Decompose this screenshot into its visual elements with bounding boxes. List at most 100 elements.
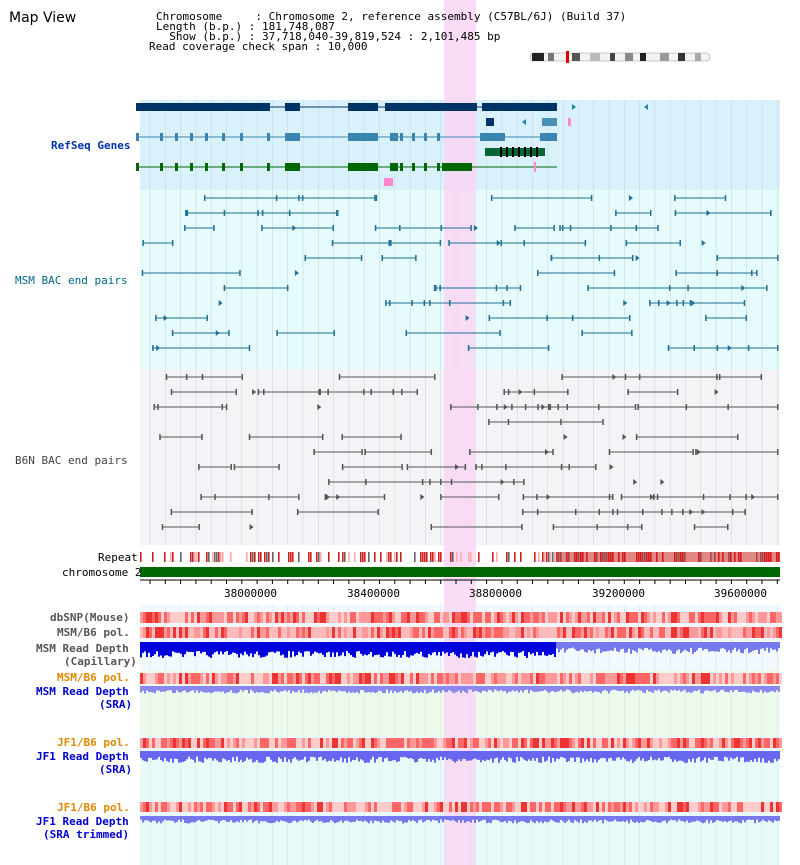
msm-depth-capillary-bar bbox=[714, 642, 716, 652]
dbsnp-cell bbox=[266, 612, 269, 623]
msm-b6-pol-cell bbox=[206, 627, 209, 638]
msm-depth-capillary-bar bbox=[520, 642, 522, 653]
msm-b6-pol-sra-cell bbox=[467, 673, 470, 684]
jf1-depth-trim-bar bbox=[142, 816, 144, 823]
msm-b6-pol-cell bbox=[599, 627, 602, 638]
jf1-depth-trim-bar bbox=[394, 816, 396, 823]
msm-b6-pol-sra-cell bbox=[314, 673, 317, 684]
jf1-depth-trim-bar bbox=[556, 816, 558, 823]
msm-b6-pol-cell bbox=[608, 627, 611, 638]
msm-depth-sra-bar bbox=[316, 686, 318, 693]
jf1-b6-pol-cell bbox=[500, 738, 503, 748]
b6n-pair-end bbox=[185, 374, 188, 380]
jf1-depth-trim-bar bbox=[352, 816, 354, 822]
b6n-pair-end bbox=[233, 464, 236, 470]
msm-depth-sra-bar bbox=[350, 686, 352, 693]
msm-depth-capillary-bar bbox=[588, 642, 590, 650]
msm-b6-pol-cell bbox=[623, 627, 626, 638]
msm-depth-sra-bar bbox=[240, 686, 242, 690]
refseq-gene-track[interactable] bbox=[136, 103, 648, 186]
jf1-b6-pol-cell bbox=[350, 738, 353, 748]
msm-b6-pol-cell bbox=[740, 627, 743, 638]
msm-b6-pol-sra-cell bbox=[524, 673, 527, 684]
exon bbox=[390, 133, 398, 141]
jf1-depth-trim-bar bbox=[320, 816, 322, 822]
jf1-b6-pol-trim-cell bbox=[407, 802, 410, 812]
jf1-b6-pol-cell bbox=[449, 738, 452, 748]
msm-b6-pol-sra-cell bbox=[626, 673, 629, 684]
msm-depth-sra-bar bbox=[506, 686, 508, 694]
jf1-depth-trim-bar bbox=[292, 816, 294, 822]
jf1-depth-sra-bar bbox=[616, 751, 618, 758]
msm-b6-pol-sra-cell bbox=[716, 673, 719, 684]
msm-bac-track[interactable] bbox=[141, 195, 779, 351]
jf1-depth-trim-bar bbox=[198, 816, 200, 820]
msm-depth-sra-bar bbox=[660, 686, 662, 693]
msm-b6-pol-sra-cell bbox=[161, 673, 164, 684]
msm-b6-pol-cell bbox=[404, 627, 407, 638]
msm-b6-pol-cell bbox=[692, 627, 695, 638]
jf1-b6-pol-trim-cell bbox=[662, 802, 665, 812]
msm-depth-capillary-bar bbox=[540, 642, 542, 656]
dbsnp-cell bbox=[386, 612, 389, 623]
jf1-depth-sra-bar bbox=[738, 751, 740, 762]
msm-b6-pol-cell bbox=[329, 627, 332, 638]
jf1-depth-sra-bar bbox=[408, 751, 410, 759]
msm-depth-sra-bar bbox=[190, 686, 192, 691]
msm-pair-end bbox=[470, 225, 472, 231]
jf1-depth-sra-bar bbox=[356, 751, 358, 758]
msm-b6-pol-sra-cell bbox=[545, 673, 548, 684]
msm-depth-capillary-bar bbox=[436, 642, 438, 656]
jf1-b6-pol-cell bbox=[245, 738, 248, 748]
track-label-msm-bac[interactable]: MSM BAC end pairs bbox=[15, 274, 128, 287]
jf1-b6-pol-cell bbox=[347, 738, 350, 748]
msm-depth-sra-bar bbox=[482, 686, 484, 691]
track-label-msm-depth-sra-sub: (SRA) bbox=[99, 698, 133, 711]
dbsnp-cell bbox=[164, 612, 167, 623]
msm-b6-pol-sra-cell bbox=[245, 673, 248, 684]
track-label-b6n-bac[interactable]: B6N BAC end pairs bbox=[15, 454, 128, 467]
jf1-b6-pol-trim-cell bbox=[245, 802, 248, 812]
jf1-depth-trim-bar bbox=[188, 816, 190, 824]
msm-b6-pol-sra-cell bbox=[536, 673, 539, 684]
b6n-pair-arrow bbox=[714, 389, 719, 395]
msm-b6-pol-sra-cell bbox=[401, 673, 404, 684]
msm-b6-pol-cell bbox=[227, 627, 230, 638]
jf1-b6-pol-trim-cell bbox=[479, 802, 482, 812]
msm-depth-capillary-bar bbox=[190, 642, 192, 652]
msm-b6-pol-cell bbox=[359, 627, 362, 638]
msm-b6-pol-sra-cell bbox=[389, 673, 392, 684]
jf1-b6-pol-cell bbox=[308, 738, 311, 748]
dbsnp-cell bbox=[656, 612, 659, 623]
jf1-b6-pol-cell bbox=[725, 738, 728, 748]
chromosome-ideogram[interactable] bbox=[529, 51, 711, 63]
jf1-depth-sra-bar bbox=[582, 751, 584, 759]
dbsnp-cell bbox=[380, 612, 383, 623]
msm-b6-pol-cell bbox=[386, 627, 389, 638]
jf1-depth-sra-bar bbox=[344, 751, 346, 759]
jf1-b6-pol-trim-cell bbox=[710, 802, 713, 812]
dbsnp-cell bbox=[644, 612, 647, 623]
repeat-mark bbox=[492, 552, 494, 562]
msm-depth-capillary-bar bbox=[518, 642, 520, 653]
msm-depth-sra-bar bbox=[594, 686, 596, 692]
msm-depth-sra-bar bbox=[140, 686, 142, 693]
jf1-b6-pol-trim-cell bbox=[362, 802, 365, 812]
msm-b6-pol-cell bbox=[440, 627, 443, 638]
jf1-b6-pol-trim-cell bbox=[254, 802, 257, 812]
msm-pair-end bbox=[142, 240, 144, 246]
jf1-b6-pol-cell bbox=[368, 738, 371, 748]
track-label-refseq[interactable]: RefSeq Genes bbox=[51, 139, 131, 152]
msm-b6-pol-cell bbox=[503, 627, 506, 638]
jf1-depth-sra-bar bbox=[332, 751, 334, 759]
jf1-depth-sra-bar bbox=[492, 751, 494, 763]
track-label-chromosome: chromosome 2 bbox=[62, 566, 142, 579]
msm-depth-sra-bar bbox=[342, 686, 344, 692]
b6n-pair-end bbox=[635, 434, 638, 440]
b6n-bac-track[interactable] bbox=[153, 374, 779, 530]
jf1-depth-sra-bar bbox=[148, 751, 150, 758]
jf1-depth-sra-bar bbox=[708, 751, 710, 759]
msm-depth-sra-bar bbox=[672, 686, 674, 691]
